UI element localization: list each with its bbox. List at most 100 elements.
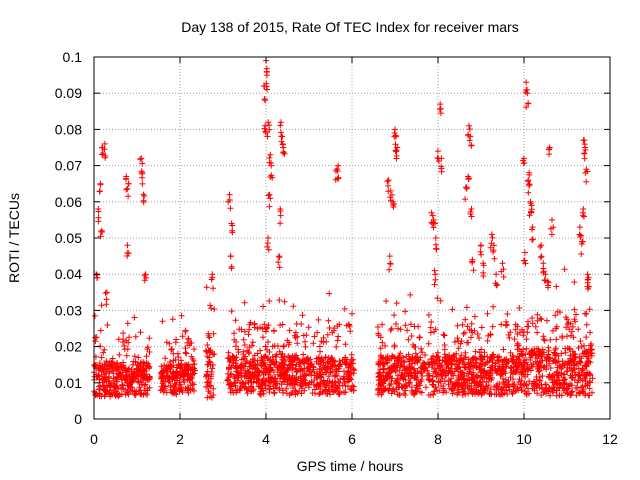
data-point <box>577 234 584 240</box>
data-point <box>122 373 129 380</box>
data-point <box>276 387 283 393</box>
data-point <box>407 291 414 298</box>
data-point <box>498 371 505 378</box>
data-point <box>331 358 338 365</box>
data-point <box>529 236 536 243</box>
data-point <box>430 219 437 226</box>
data-point <box>411 344 418 350</box>
data-point <box>464 339 470 346</box>
data-point <box>377 345 384 352</box>
data-point <box>375 359 382 365</box>
data-point <box>228 370 235 377</box>
data-point <box>91 312 98 319</box>
data-point <box>466 137 473 144</box>
data-point <box>234 377 241 384</box>
data-point <box>103 358 110 365</box>
data-point <box>534 390 541 397</box>
data-point <box>102 370 109 377</box>
data-point <box>241 299 248 306</box>
data-point <box>250 386 257 392</box>
data-point <box>535 352 542 359</box>
data-point <box>528 208 535 215</box>
data-point <box>387 327 394 334</box>
data-point <box>429 381 436 388</box>
data-point <box>247 378 254 385</box>
data-point <box>231 373 237 380</box>
data-point <box>517 329 523 336</box>
data-point <box>384 359 391 366</box>
data-point <box>387 187 394 194</box>
data-point <box>265 339 271 345</box>
data-point <box>578 343 585 350</box>
data-point <box>542 271 549 278</box>
data-point <box>393 153 400 159</box>
data-point <box>498 321 505 328</box>
data-point <box>543 366 550 373</box>
data-point <box>260 375 267 382</box>
data-point <box>267 151 274 158</box>
data-point <box>504 391 511 398</box>
data-point <box>476 381 483 388</box>
data-point <box>174 350 181 357</box>
data-point <box>498 370 505 377</box>
data-point <box>238 369 244 376</box>
data-point <box>225 355 232 362</box>
data-point <box>564 345 571 352</box>
data-point <box>527 357 534 363</box>
data-point <box>401 359 408 366</box>
data-point <box>139 180 146 187</box>
data-point <box>375 381 382 388</box>
data-point <box>123 175 129 182</box>
data-point <box>190 357 197 364</box>
data-point <box>407 366 414 373</box>
data-point <box>163 365 170 372</box>
data-point <box>527 367 534 374</box>
data-point <box>343 322 350 329</box>
data-point <box>170 362 177 369</box>
data-point <box>414 368 421 374</box>
data-point <box>525 189 532 196</box>
data-point <box>286 327 293 334</box>
data-point <box>277 322 284 329</box>
data-point <box>229 362 236 369</box>
data-point <box>123 352 130 359</box>
data-point <box>335 174 342 181</box>
data-point <box>240 336 247 343</box>
data-point <box>208 305 215 312</box>
data-point <box>478 356 485 362</box>
data-point <box>442 357 449 364</box>
data-point <box>441 332 448 339</box>
data-point <box>537 243 544 250</box>
data-point <box>137 373 144 380</box>
data-point <box>175 385 182 392</box>
data-point <box>550 327 556 334</box>
data-point <box>432 271 439 278</box>
data-point <box>427 391 434 398</box>
data-point <box>188 364 194 371</box>
data-point <box>480 269 487 276</box>
data-point <box>276 254 283 261</box>
data-point <box>118 384 125 391</box>
data-point <box>305 324 312 331</box>
data-point <box>518 377 525 384</box>
data-point <box>589 375 596 382</box>
data-point <box>476 335 482 341</box>
data-point <box>162 383 169 390</box>
data-point <box>292 365 299 372</box>
data-point <box>384 371 391 378</box>
data-point <box>571 353 578 360</box>
data-point <box>435 148 441 155</box>
data-point <box>392 141 399 148</box>
data-point <box>479 389 486 396</box>
data-point <box>101 374 108 381</box>
data-point <box>509 358 516 365</box>
chart-title: Day 138 of 2015, Rate Of TEC Index for r… <box>181 19 518 35</box>
data-point <box>350 365 357 372</box>
data-point <box>281 342 287 349</box>
data-point <box>261 96 268 102</box>
data-point <box>454 365 461 372</box>
data-point <box>432 276 439 283</box>
data-point <box>226 365 232 372</box>
data-point <box>461 329 468 336</box>
data-point <box>431 267 438 274</box>
